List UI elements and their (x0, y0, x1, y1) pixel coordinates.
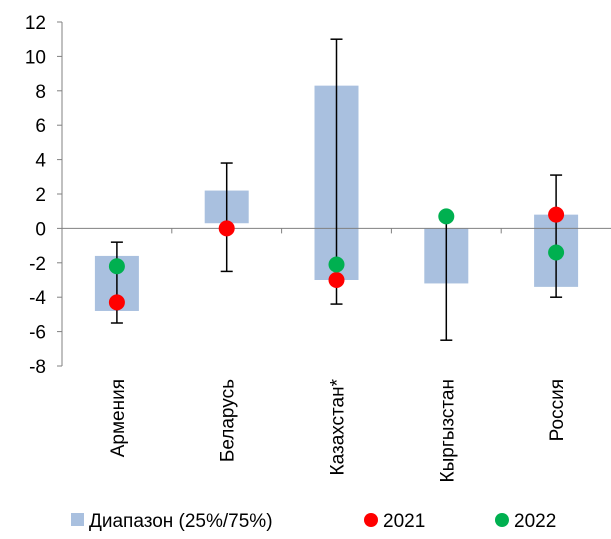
point-2021 (108, 294, 125, 311)
data-points (108, 206, 565, 311)
legend: Диапазон (25%/75%) 2021 2022 (71, 511, 556, 532)
category-label: Россия (547, 379, 568, 441)
legend-swatch-range (71, 513, 84, 526)
point-2022 (108, 258, 125, 275)
legend-label-2022: 2022 (514, 511, 556, 532)
point-2021 (328, 272, 345, 288)
y-tick-label: 6 (35, 116, 46, 137)
point-2022 (438, 208, 455, 225)
y-tick-label: -4 (29, 288, 46, 309)
point-2021 (548, 206, 565, 223)
category-label: Кыргызстан (437, 379, 458, 482)
y-tick-labels: -8 -6 -4 -2 0 2 4 6 8 10 12 (25, 13, 47, 378)
y-tick-label: 0 (35, 219, 46, 240)
point-2022 (548, 244, 565, 261)
y-tick-label: 2 (35, 185, 46, 206)
y-tick-label: -2 (29, 254, 46, 275)
legend-label-2021: 2021 (383, 511, 425, 532)
legend-marker-2021 (364, 513, 378, 527)
y-tick-label: 10 (25, 47, 46, 68)
category-label: Казахстан* (328, 378, 349, 475)
point-2022 (328, 256, 345, 273)
y-tick-label: 8 (35, 82, 46, 103)
y-tick-label: -6 (29, 323, 46, 344)
y-tick-label: 4 (35, 151, 46, 172)
y-tick-label: -8 (29, 357, 46, 378)
y-tick-label: 12 (25, 13, 46, 34)
category-label: Беларусь (218, 379, 239, 462)
point-2021 (218, 220, 235, 237)
category-labels: Армения Беларусь Казахстан* Кыргызстан Росси… (108, 378, 568, 482)
legend-label-range: Диапазон (25%/75%) (89, 511, 273, 532)
whiskers (110, 38, 563, 341)
legend-marker-2022 (495, 513, 509, 527)
category-label: Армения (108, 379, 129, 457)
